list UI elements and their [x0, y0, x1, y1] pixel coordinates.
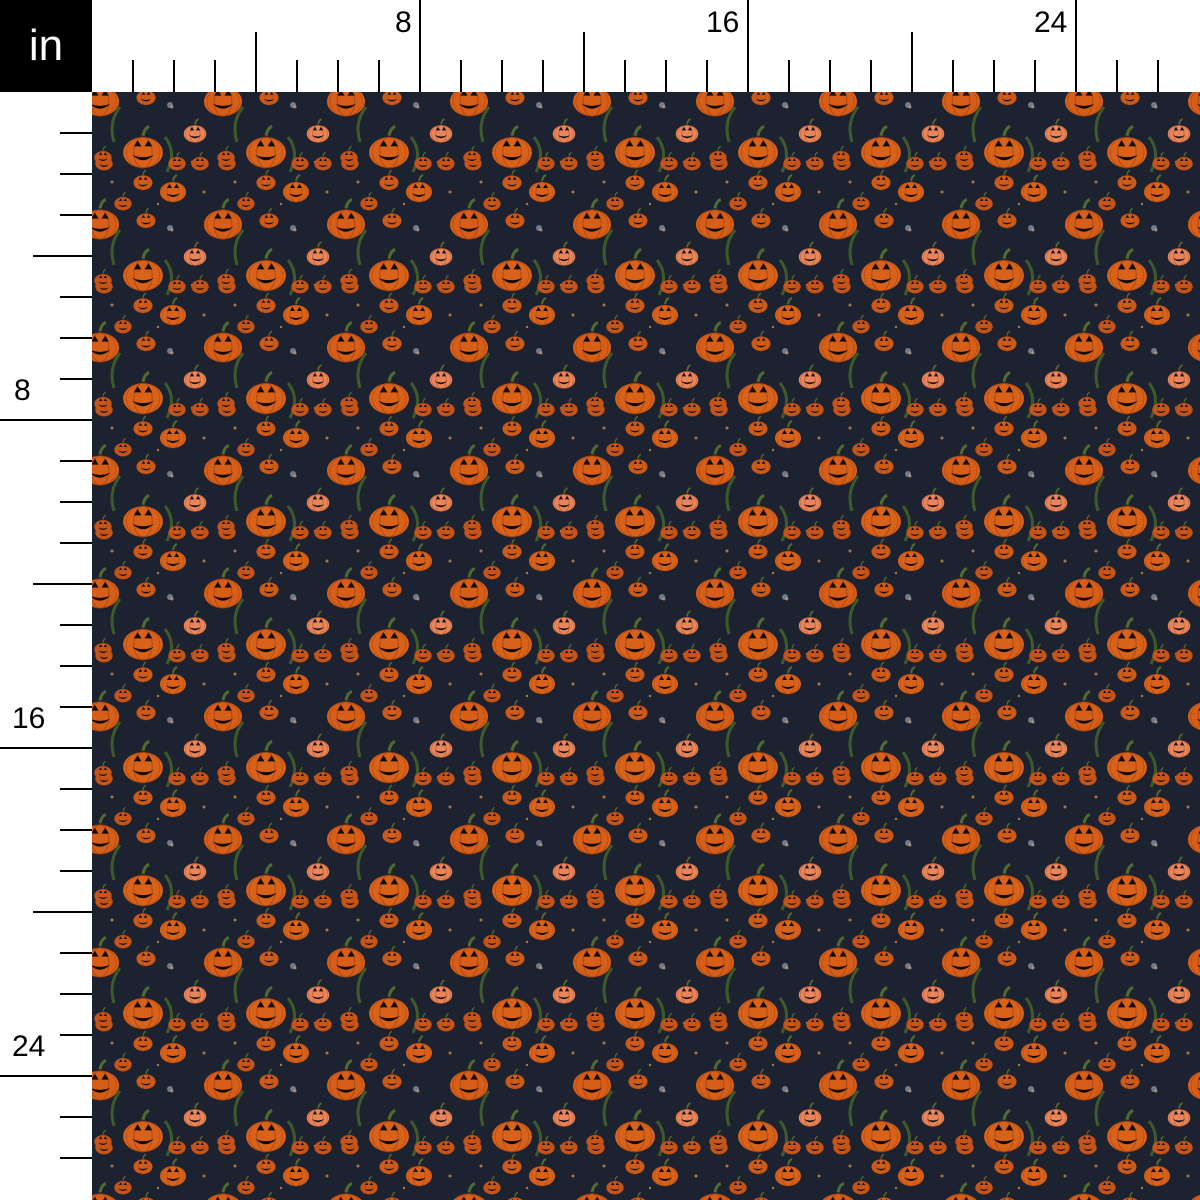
unit-label: in — [0, 0, 92, 92]
fabric-swatch — [92, 92, 1200, 1200]
left-ruler-label: 24 — [12, 1030, 46, 1063]
left-ruler-label: 16 — [12, 702, 46, 735]
left-ruler-label: 8 — [14, 374, 31, 407]
top-ruler-label: 24 — [1034, 6, 1068, 39]
pumpkin-print — [92, 92, 1200, 1200]
top-ruler-label: 8 — [395, 6, 412, 39]
top-ruler-label: 16 — [706, 6, 740, 39]
